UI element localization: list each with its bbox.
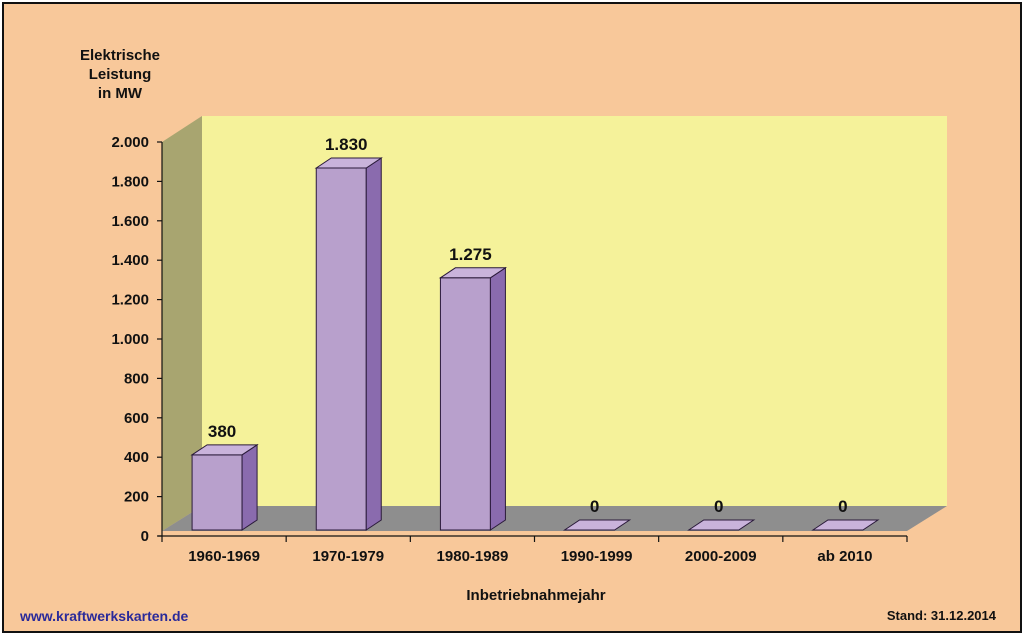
bars — [190, 157, 880, 531]
x-axis-ticks: 1960-1969 1970-1979 1980-1989 1990-1999 2000… — [161, 536, 908, 565]
data-labels: 380 1.830 1.275 0 0 0 — [208, 135, 848, 516]
y-tick-label: 2.000 — [111, 134, 149, 151]
x-tick-label: 1960-1969 — [188, 548, 260, 565]
y-axis-ticks: 0 200 400 600 800 1.000 1.200 1.400 1.600 1.800 2.… — [111, 134, 162, 545]
bar-top — [438, 267, 508, 279]
bar — [190, 443, 259, 531]
bar-value-label: 0 — [590, 497, 599, 516]
bar — [811, 519, 880, 531]
y-tick-label: 1.200 — [111, 292, 149, 309]
bar — [687, 519, 756, 531]
y-tick-label: 800 — [124, 370, 149, 387]
bar-top — [811, 519, 880, 531]
bar-front — [315, 167, 367, 531]
y-tick-label: 0 — [141, 528, 149, 545]
y-tick-label: 1.600 — [111, 213, 149, 230]
y-axis-label-line-1: Elektrische — [80, 47, 160, 64]
y-tick-label: 400 — [124, 449, 149, 466]
bar-top — [687, 519, 756, 531]
y-tick-label: 600 — [124, 410, 149, 427]
y-tick-label: 1.400 — [111, 252, 149, 269]
y-tick-label: 200 — [124, 489, 149, 506]
bar — [562, 519, 632, 531]
bar-top — [562, 519, 632, 531]
bar-side — [489, 266, 506, 531]
y-tick-label: 1.000 — [111, 331, 149, 348]
x-tick-label: 1990-1999 — [561, 548, 633, 565]
bar — [438, 266, 508, 531]
x-axis-label: Inbetriebnahmejahr — [466, 587, 605, 604]
chart-back-wall — [202, 116, 947, 506]
bar-value-label: 380 — [208, 422, 236, 441]
bar-front — [191, 454, 243, 531]
x-tick-label: 1970-1979 — [312, 548, 384, 565]
y-axis-label-line-3: in MW — [98, 85, 143, 102]
bar — [314, 157, 383, 531]
footer-date-stamp: Stand: 31.12.2014 — [886, 608, 996, 623]
bar-top — [314, 157, 383, 169]
bar-side — [365, 157, 382, 531]
bar-value-label: 0 — [714, 497, 723, 516]
bar-value-label: 0 — [838, 497, 847, 516]
bar-side — [241, 443, 258, 531]
x-tick-label: 1980-1989 — [437, 548, 509, 565]
y-tick-label: 1.800 — [111, 173, 149, 190]
footer-website[interactable]: www.kraftwerkskarten.de — [20, 608, 189, 624]
bar-chart: 0 200 400 600 800 1.000 1.200 1.400 1.600 1.800 2.… — [80, 47, 947, 604]
x-tick-label: ab 2010 — [817, 548, 872, 565]
y-axis-label-line-2: Leistung — [89, 66, 152, 83]
bar-value-label: 1.830 — [325, 135, 368, 154]
x-tick-label: 2000-2009 — [685, 548, 757, 565]
chart-side-wall — [162, 116, 202, 531]
bar-top — [190, 444, 259, 456]
bar-front — [439, 277, 491, 531]
bar-value-label: 1.275 — [449, 245, 492, 264]
